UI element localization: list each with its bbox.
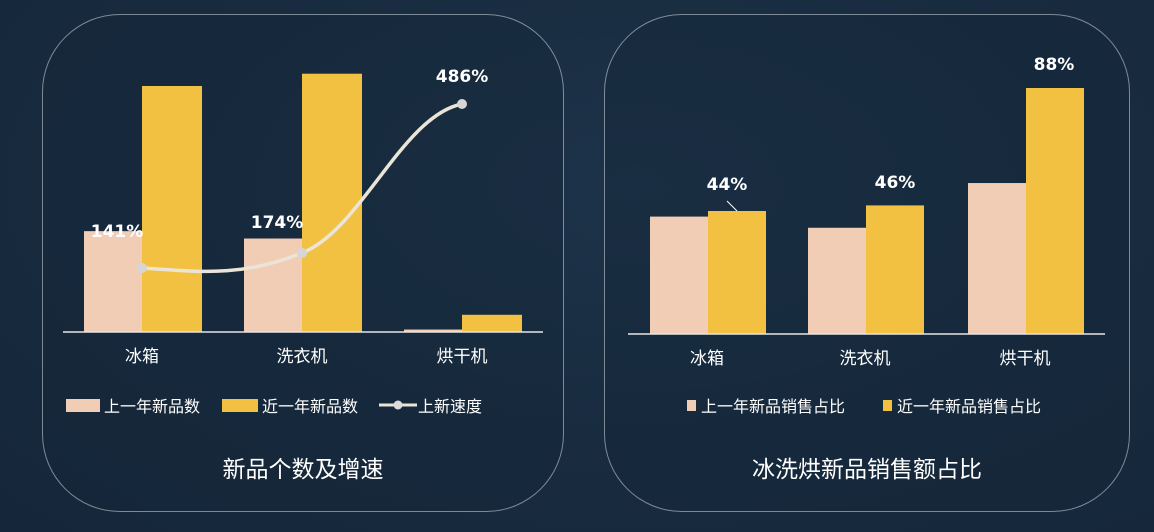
- data-label: 46%: [875, 173, 916, 193]
- right-chart-title: 冰洗烘新品销售额占比: [752, 457, 982, 483]
- legend-label-recent-year-count: 近一年新品数: [262, 397, 359, 416]
- data-label: 88%: [1034, 55, 1075, 75]
- legend-line-marker-icon: [379, 400, 418, 410]
- bar-previous-year-count: [244, 238, 302, 332]
- legend-swatch-previous-year: [66, 398, 100, 412]
- bar-previous-year-share: [650, 216, 708, 334]
- legend-swatch-previous-year-share: [687, 399, 696, 411]
- legend-label-growth-rate: 上新速度: [418, 397, 483, 416]
- bar-recent-year-share: [866, 205, 924, 334]
- bar-previous-year-count: [84, 231, 142, 332]
- x-tick-label: 烘干机: [1000, 349, 1051, 369]
- bar-recent-year-count: [142, 86, 202, 332]
- bar-previous-year-share: [808, 227, 866, 334]
- legend-label-previous-year-count: 上一年新品数: [104, 397, 201, 416]
- left-legend: 上一年新品数 近一年新品数 上新速度: [66, 393, 482, 417]
- legend-item-growth-rate: 上新速度: [378, 393, 482, 417]
- growth-rate-point: [297, 248, 307, 258]
- growth-rate-point: [137, 263, 147, 273]
- data-label: 44%: [707, 175, 748, 195]
- x-tick-label: 冰箱: [690, 349, 724, 369]
- legend-item-recent-year-count: 近一年新品数: [222, 393, 358, 417]
- x-tick-label: 洗衣机: [840, 349, 891, 369]
- data-label-leader-line: [726, 200, 738, 212]
- legend-swatch-recent-year-share: [883, 399, 893, 411]
- legend-item-previous-year-share: 上一年新品销售占比: [687, 393, 845, 417]
- x-tick-label: 洗衣机: [277, 347, 328, 367]
- growth-rate-label: 486%: [436, 67, 489, 87]
- growth-rate-point: [457, 99, 467, 109]
- legend-label-recent-year-share: 近一年新品销售占比: [897, 397, 1042, 416]
- growth-rate-label: 141%: [91, 222, 144, 242]
- bar-recent-year-count: [302, 73, 362, 332]
- bar-previous-year-share: [968, 183, 1026, 334]
- left-chart-title: 新品个数及增速: [222, 457, 384, 483]
- bar-recent-year-share: [1026, 88, 1084, 334]
- legend-item-previous-year-count: 上一年新品数: [66, 393, 200, 417]
- growth-rate-line: [140, 102, 464, 274]
- legend-item-recent-year-share: 近一年新品销售占比: [883, 393, 1041, 417]
- right-legend: 上一年新品销售占比 近一年新品销售占比: [687, 393, 1041, 417]
- bar-recent-year-share: [708, 211, 766, 334]
- legend-label-previous-year-share: 上一年新品销售占比: [701, 397, 846, 416]
- growth-rate-label: 174%: [251, 213, 304, 233]
- bar-recent-year-count: [462, 314, 522, 332]
- x-tick-label: 冰箱: [125, 347, 159, 367]
- bar-previous-year-count: [404, 329, 462, 332]
- legend-swatch-recent-year: [222, 398, 259, 412]
- x-tick-label: 烘干机: [437, 347, 488, 367]
